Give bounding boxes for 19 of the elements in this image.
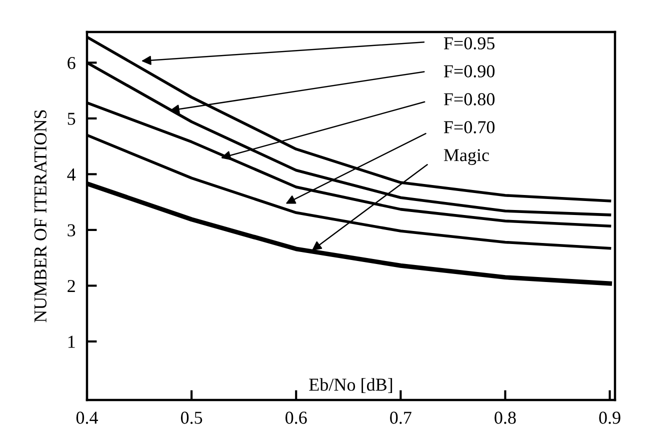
x-axis-title: Eb/No [dB]	[309, 378, 392, 394]
annotation: F=0.70	[444, 121, 495, 134]
x-tick-label: 0.6	[286, 412, 307, 424]
x-tick-label: 0.4	[76, 412, 98, 424]
y-tick-label: 6	[68, 56, 76, 70]
y-tick-label: 4	[67, 168, 76, 180]
y-tick-label: 3	[68, 224, 76, 236]
x-tick-label: 0.5	[180, 412, 202, 424]
annotation: Magic	[444, 149, 489, 165]
annotation: F=0.95	[444, 37, 495, 50]
y-axis-title: NUMBER OF ITERATIONS	[34, 110, 47, 322]
annotation: F=0.80	[444, 93, 495, 106]
x-tick-label: 0.8	[494, 412, 516, 424]
x-tick-label: 0.9	[599, 412, 620, 424]
y-tick-label: 1	[68, 336, 75, 348]
y-tick-label: 5	[68, 112, 76, 125]
y-tick-label: 2	[68, 280, 75, 292]
annotation: F=0.90	[444, 65, 495, 78]
x-tick-label: 0.7	[390, 412, 412, 424]
